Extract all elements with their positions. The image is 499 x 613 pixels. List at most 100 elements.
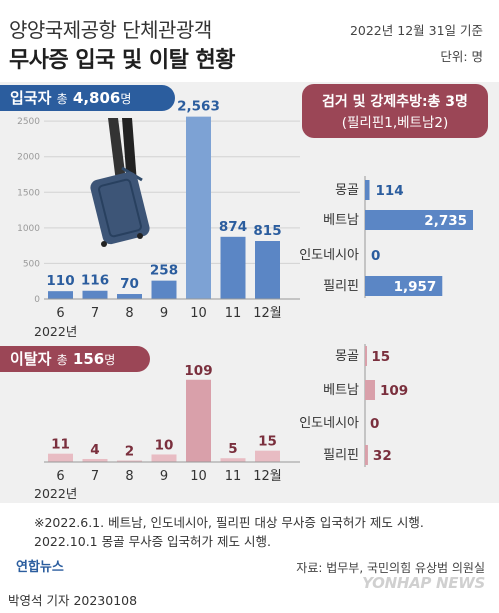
entry-bar — [151, 280, 177, 299]
exit-tag-prefix: 총 — [56, 353, 68, 367]
exit-country-label: 몽골 — [335, 349, 359, 364]
entry-value-label: 116 — [81, 273, 109, 289]
entry-ytick-label: 0 — [34, 295, 40, 305]
date-label: 2022년 12월 31일 기준 — [349, 23, 483, 38]
exit-x-label: 9 — [160, 469, 168, 484]
unit-label: 단위: 명 — [440, 49, 483, 64]
exit-country-value: 109 — [380, 383, 408, 399]
entry-tag-total: 4,806 — [72, 89, 121, 107]
watermark: YONHAP NEWS — [362, 574, 485, 592]
exit-country-value: 0 — [370, 416, 379, 432]
entry-x-label: 9 — [160, 306, 168, 321]
entry-tag-prefix: 총 — [56, 92, 68, 106]
exit-x-label: 12월 — [253, 469, 282, 484]
exit-year-label: 2022년 — [34, 486, 77, 501]
wheel-icon — [137, 233, 143, 239]
exit-country-bar — [365, 346, 367, 366]
exit-bar — [255, 450, 280, 462]
source-label: 자료: 법무부, 국민의힘 유상범 의원실 — [296, 561, 485, 575]
exit-x-label: 6 — [56, 469, 64, 484]
exit-value-label: 15 — [258, 434, 277, 450]
entry-country-label: 몽골 — [335, 183, 359, 198]
exit-x-label: 10 — [190, 469, 207, 484]
entry-value-label: 815 — [253, 223, 281, 239]
entry-bar — [82, 290, 108, 299]
exit-value-label: 11 — [51, 437, 70, 453]
exit-bar — [220, 458, 246, 462]
entry-x-label: 7 — [91, 306, 99, 321]
entry-country-value: 2,735 — [424, 213, 467, 229]
suitcase-panel-icon — [98, 178, 142, 238]
exit-x-label: 8 — [125, 469, 133, 484]
entry-country-label: 인도네시아 — [299, 248, 359, 263]
exit-tag-total: 156 — [72, 350, 105, 368]
entry-year-label: 2022년 — [34, 324, 77, 339]
footnote-2: 2022.10.1 몽골 무사증 입국허가 제도 시행. — [34, 534, 271, 549]
entry-tag-label: 입국자 — [10, 89, 52, 107]
exit-value-label: 2 — [125, 443, 134, 459]
exit-bar — [186, 379, 211, 462]
suitcase-icon — [90, 171, 150, 245]
caught-subtitle: (필리핀1,베트남2) — [342, 115, 449, 131]
entry-ytick-label: 1500 — [17, 188, 40, 198]
exit-bar — [151, 454, 177, 462]
exit-value-label: 10 — [155, 437, 174, 453]
caught-title: 검거 및 강제추방:총 3명 — [322, 93, 468, 110]
exit-tag: 이탈자 총 156명 — [0, 346, 150, 372]
exit-x-label: 11 — [225, 469, 242, 484]
departure-by-country-chart: 몽골 15 베트남 109 인도네시아 0 필리핀 32 — [299, 344, 408, 467]
entry-country-value: 114 — [376, 183, 404, 199]
caught-chart: 검거 및 강제추방:총 3명 (필리핀1,베트남2) 몽골 114 베트남 2,735 인도… — [299, 84, 488, 298]
entry-x-label: 10 — [190, 306, 207, 321]
entry-ytick-label: 2500 — [17, 117, 40, 127]
exit-country-value: 15 — [371, 349, 390, 365]
entry-country-label: 필리핀 — [323, 279, 359, 294]
suitcase-illustration — [90, 118, 150, 247]
exit-tag-label: 이탈자 — [10, 350, 52, 368]
exit-country-bar — [365, 445, 368, 465]
entry-ytick-label: 500 — [23, 259, 40, 269]
entry-country-bar — [365, 180, 370, 200]
exit-country-value: 32 — [373, 448, 392, 464]
entry-bar — [220, 236, 246, 299]
exit-country-bar — [365, 380, 375, 400]
yonhap-logo: 연합뉴스 — [16, 560, 64, 575]
entry-value-label: 874 — [219, 219, 247, 235]
exit-tag-unit: 명 — [104, 353, 116, 367]
entry-value-label: 258 — [150, 263, 178, 279]
entry-x-label: 8 — [125, 306, 133, 321]
entry-bar — [48, 291, 73, 299]
exit-bar — [117, 460, 142, 462]
entry-country-value: 1,957 — [394, 279, 437, 295]
entry-bar — [255, 241, 280, 299]
entry-x-label: 11 — [225, 306, 242, 321]
entry-bar — [117, 294, 142, 299]
entry-country-value: 0 — [371, 248, 380, 264]
entry-tag: 입국자 총 4,806명 — [0, 85, 175, 111]
exit-country-label: 인도네시아 — [299, 416, 359, 431]
entry-chart: 0 500 1000 1500 2000 2500 110 6 116 7 70 8 258 9 2,563… — [17, 99, 300, 339]
exit-country-label: 필리핀 — [323, 448, 359, 463]
entry-country-bar — [365, 276, 443, 296]
exit-bar — [48, 453, 73, 462]
exit-value-label: 109 — [184, 363, 212, 379]
entry-tag-unit: 명 — [120, 92, 132, 106]
byline: 박영석 기자 20230108 — [8, 593, 138, 608]
entry-bar — [186, 116, 211, 299]
exit-value-label: 5 — [228, 441, 237, 457]
entry-value-label: 110 — [46, 273, 74, 289]
wheel-icon — [101, 241, 107, 247]
exit-bar — [82, 458, 108, 462]
entry-ytick-label: 1000 — [17, 224, 40, 234]
entry-value-label: 70 — [120, 276, 139, 292]
entry-x-label: 12월 — [253, 306, 282, 321]
entry-country-bar — [365, 210, 473, 230]
exit-country-label: 베트남 — [323, 383, 359, 398]
footnote-1: ※2022.6.1. 베트남, 인도네시아, 필리핀 대상 무사증 입국허가 제… — [34, 515, 424, 530]
caught-box — [302, 84, 488, 138]
entry-value-label: 2,563 — [177, 99, 220, 115]
exit-x-label: 7 — [91, 469, 99, 484]
